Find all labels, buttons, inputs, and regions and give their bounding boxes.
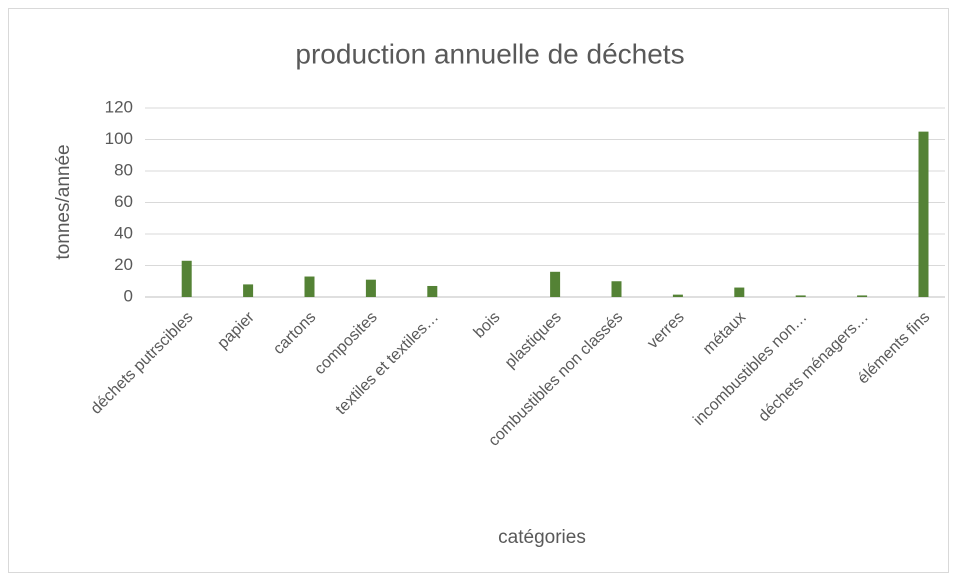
y-tick-label: 60 <box>114 192 133 211</box>
x-axis-title: catégories <box>498 527 586 548</box>
y-tick-label: 0 <box>124 286 133 305</box>
y-axis-title: tonnes/année <box>53 144 74 259</box>
bar <box>427 285 438 297</box>
y-tick-label: 40 <box>114 223 133 242</box>
bar <box>243 284 254 297</box>
chart-border <box>8 8 949 573</box>
bar <box>365 279 376 297</box>
bar <box>795 295 806 297</box>
bar <box>550 271 561 297</box>
bar <box>611 281 622 297</box>
y-tick-label: 80 <box>114 160 133 179</box>
y-tick-label: 20 <box>114 255 133 274</box>
y-tick-label: 120 <box>105 97 133 116</box>
bar <box>857 295 868 297</box>
bar <box>734 287 745 297</box>
y-tick-label: 100 <box>105 129 133 148</box>
bar <box>304 276 315 297</box>
bar <box>918 131 929 297</box>
bar <box>181 260 192 297</box>
bar <box>672 294 683 297</box>
chart-title: production annuelle de déchets <box>295 38 684 69</box>
